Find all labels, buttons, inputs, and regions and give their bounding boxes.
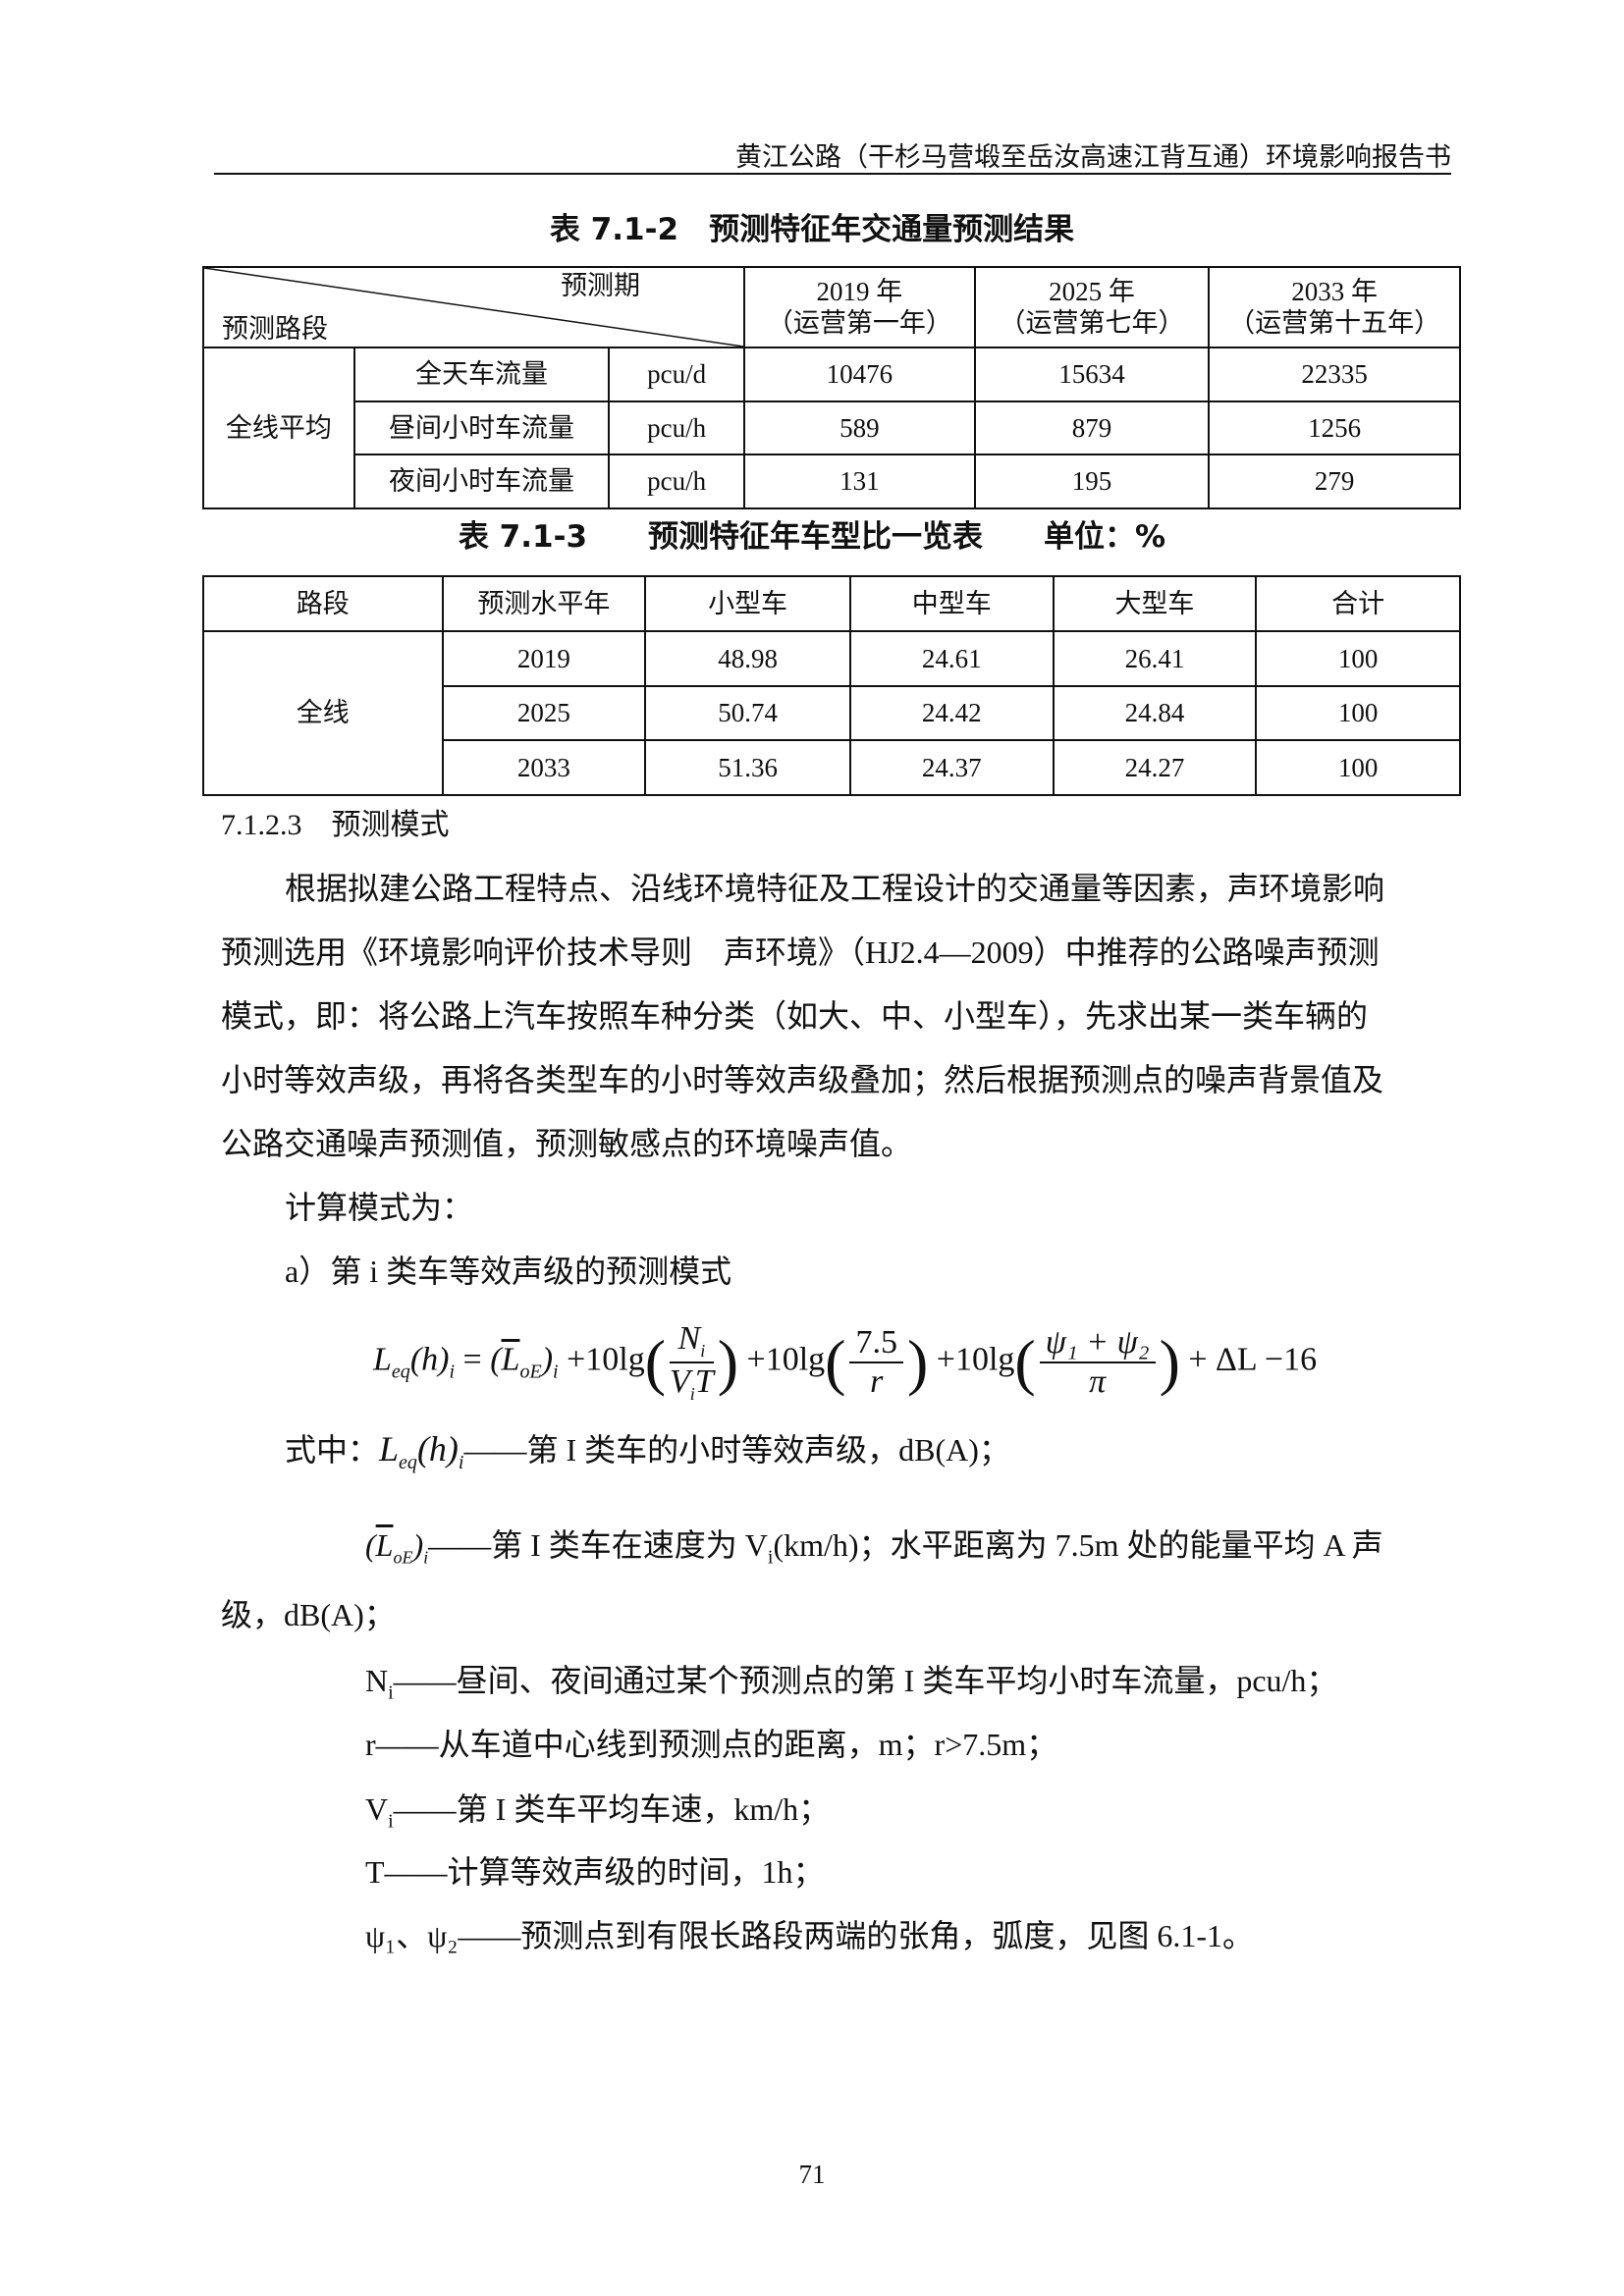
table-row: 昼间小时车流量 pcu/h 589 879 1256 xyxy=(203,400,1461,456)
page-number: 71 xyxy=(798,2160,826,2189)
def-leq: 式中：Leq(h)i——第 I 类车的小时等效声级，dB(A)； xyxy=(285,1429,1010,1474)
def-r: r——从车道中心线到预测点的距离，m；r>7.5m； xyxy=(365,1727,1058,1762)
vehicle-type-ratio-table: 路段 预测水平年 小型车 中型车 大型车 合计 全线 2019 48.98 24.61 26.4… xyxy=(202,575,1461,796)
table1-caption: 表 7.1-2 预测特征年交通量预测结果 xyxy=(549,212,1075,247)
def-vi: Vi——第 I 类车平均车速，km/h； xyxy=(365,1791,831,1833)
table2-caption: 表 7.1-3 预测特征年车型比一览表 单位：% xyxy=(458,519,1166,555)
table-header-row: 路段 预测水平年 小型车 中型车 大型车 合计 xyxy=(202,575,1461,632)
table-row: 2025 50.74 24.42 24.84 100 xyxy=(203,684,1461,742)
section-heading: 7.1.2.3 预测模式 xyxy=(221,809,450,841)
noise-formula: Leq(h)i = (LoE)i +10lg(Ni ViT) +10lg(7.5 r… xyxy=(373,1320,1318,1404)
year-header: 2019 年（运营第一年） xyxy=(743,266,976,348)
paragraph-line: 模式，即：将公路上汽车按照车种分类（如大、中、小型车），先求出某一类车辆的 xyxy=(221,998,1369,1034)
year-header: 2033 年（运营第十五年） xyxy=(1208,266,1461,348)
year-header: 2025 年（运营第七年） xyxy=(973,266,1211,348)
def-psi: ψ₁、ψ₂——预测点到有限长路段两端的张角，弧度，见图 6.1-1。 xyxy=(365,1918,1255,1953)
def-loe: (LoE)i——第 I 类车在速度为 Vi(km/h)；水平距离为 7.5m 处… xyxy=(365,1527,1383,1569)
corner-diagonal xyxy=(204,268,743,347)
group-cell: 全线平均 xyxy=(202,347,355,509)
table-row: 全线平均 全天车流量 pcu/d 10476 15634 22335 xyxy=(202,347,1461,509)
corner-bottom-label: 预测路段 xyxy=(222,313,328,344)
traffic-volume-table: 预测期 预测路段 2019 年（运营第一年） 2025 年（运营第七年） 203… xyxy=(201,266,1461,509)
table-row: 夜间小时车流量 pcu/h 131 195 279 xyxy=(203,454,1461,509)
item-a: a）第 i 类车等效声级的预测模式 xyxy=(285,1254,732,1289)
table-row: 2033 51.36 24.37 24.27 100 xyxy=(203,739,1461,796)
paragraph-line: 预测选用《环境影响评价技术导则 声环境》（HJ2.4—2009）中推荐的公路噪声… xyxy=(221,934,1380,970)
corner-top-label: 预测期 xyxy=(561,271,641,300)
group-cell: 全线 xyxy=(202,630,444,796)
table1-corner-cell: 预测期 预测路段 xyxy=(201,266,746,348)
paragraph-line: 公路交通噪声预测值，预测敏感点的环境噪声值。 xyxy=(221,1126,913,1161)
running-header: 黄江公路（干杉马营塅至岳汝高速江背互通）环境影响报告书 xyxy=(735,142,1451,172)
table-row: 全线 2019 48.98 24.61 26.41 100 xyxy=(202,630,1461,796)
paragraph-line: 小时等效声级，再将各类型车的小时等效声级叠加；然后根据预测点的噪声背景值及 xyxy=(221,1062,1384,1097)
header-rule xyxy=(214,173,1451,175)
calc-intro: 计算模式为： xyxy=(285,1190,474,1225)
paragraph-line: 根据拟建公路工程特点、沿线环境特征及工程设计的交通量等因素，声环境影响 xyxy=(285,871,1385,906)
def-loe-cont: 级，dB(A)； xyxy=(221,1597,396,1632)
def-t: T——计算等效声级的时间，1h； xyxy=(365,1854,825,1890)
def-ni: Ni——昼间、夜间通过某个预测点的第 I 类车平均小时车流量，pcu/h； xyxy=(365,1663,1338,1704)
